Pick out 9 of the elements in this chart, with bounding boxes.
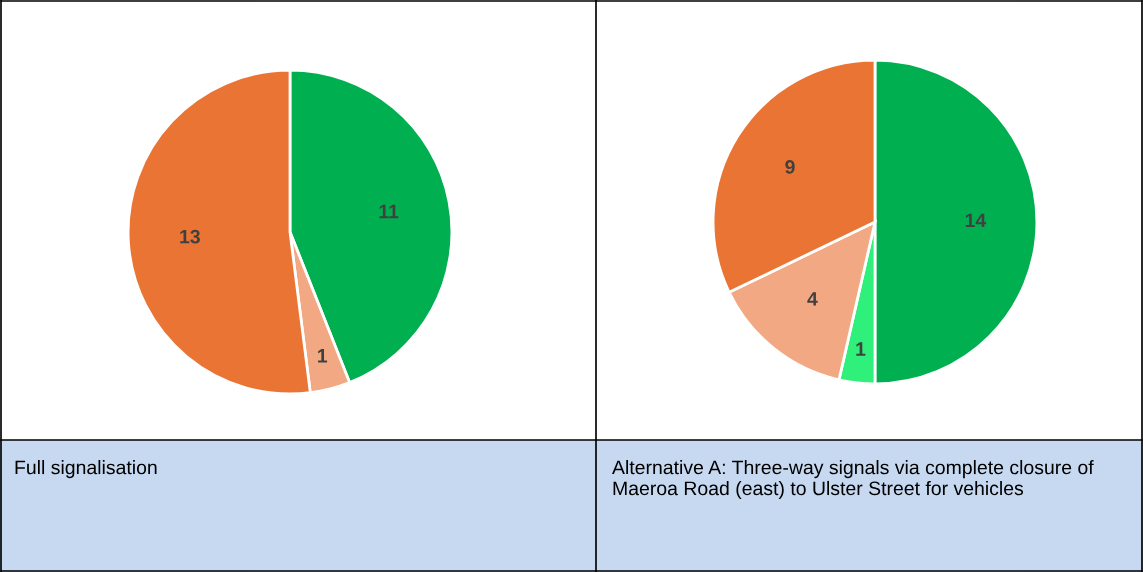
text: Alternative A: Three-way signals via complete closure of Maeroa Road (east) to Ulster Street for vehicles xyxy=(612,460,1094,500)
data-label: 1 xyxy=(856,342,866,356)
data-label: 4 xyxy=(807,292,818,306)
text: Full signalisation xyxy=(15,460,157,479)
data-label: 13 xyxy=(180,229,200,244)
data-label: 14 xyxy=(965,213,987,228)
data-label: 1 xyxy=(318,349,328,363)
data-label: 11 xyxy=(379,204,399,219)
data-label: 9 xyxy=(785,160,795,174)
